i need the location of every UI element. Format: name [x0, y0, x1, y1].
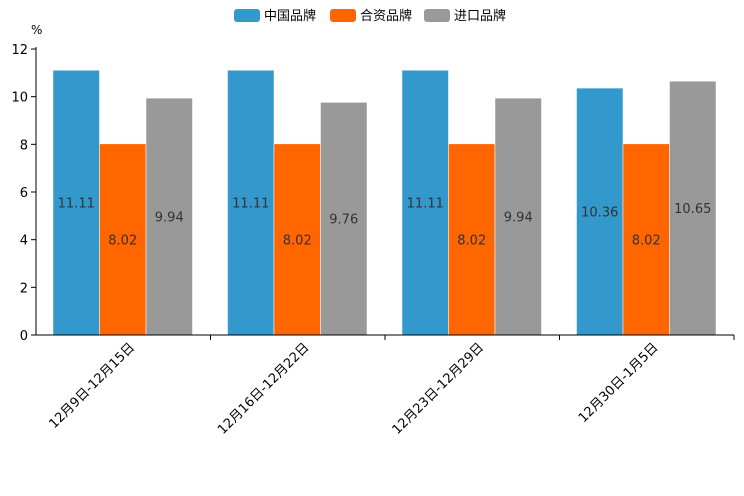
x-axis: 12月9日-12月15日 12月16日-12月22日 12月23日-12月29日 12… [36, 334, 735, 438]
y-tick-label: 4 [20, 234, 28, 249]
bar-data-label: 10.65 [674, 202, 711, 217]
bar-data-label: 8.02 [108, 233, 137, 248]
bar-data-label: 10.36 [581, 206, 618, 221]
bar-data-label: 11.11 [232, 197, 269, 212]
y-tick-label: 0 [20, 329, 28, 344]
legend-label: 进口品牌 [454, 8, 506, 24]
bar-data-label: 8.02 [283, 233, 312, 248]
legend-swatch [330, 9, 356, 22]
bar-data-label: 11.11 [407, 197, 444, 212]
bar-data-label: 9.76 [329, 213, 358, 228]
y-tick-label: 12 [11, 43, 28, 58]
y-axis-unit: % [31, 23, 42, 37]
bar-2-4 [622, 143, 670, 336]
bar-2-3 [448, 143, 496, 336]
legend-item: 合资品牌 [330, 8, 412, 24]
y-tick-label: 6 [20, 186, 28, 201]
legend-swatch [424, 9, 450, 22]
y-axis: 0 2 4 6 8 10 12 [11, 43, 37, 344]
bar-data-label: 8.02 [632, 233, 661, 248]
bar-data-label: 11.11 [58, 197, 95, 212]
x-tick-label: 12月16日-12月22日 [215, 340, 312, 437]
bar-data-label: 8.02 [457, 233, 486, 248]
legend-swatch [234, 9, 260, 22]
bar-1-3 [401, 69, 449, 336]
bar-3-4 [669, 80, 717, 336]
legend-label: 中国品牌 [264, 8, 316, 24]
legend-item: 进口品牌 [424, 8, 506, 24]
bars: 11.11 8.02 9.94 11.11 8.02 9.76 11.11 8.02 9.94 1… [52, 69, 717, 336]
x-tick-label: 12月30日-1月5日 [576, 340, 662, 426]
x-tick-label: 12月23日-12月29日 [390, 340, 487, 437]
bar-data-label: 9.94 [504, 211, 533, 226]
bar-3-1 [145, 97, 193, 336]
legend-item: 中国品牌 [234, 8, 316, 24]
legend-label: 合资品牌 [360, 8, 412, 24]
bar-data-label: 9.94 [155, 211, 184, 226]
x-tick-label: 12月9日-12月15日 [46, 340, 138, 432]
bar-3-2 [320, 102, 368, 336]
y-tick-label: 8 [20, 138, 28, 153]
y-tick-label: 2 [20, 281, 28, 296]
y-tick-label: 10 [11, 91, 28, 106]
bar-1-1 [52, 69, 100, 336]
bar-2-1 [99, 143, 147, 336]
legend: 中国品牌 合资品牌 进口品牌 [234, 8, 506, 24]
